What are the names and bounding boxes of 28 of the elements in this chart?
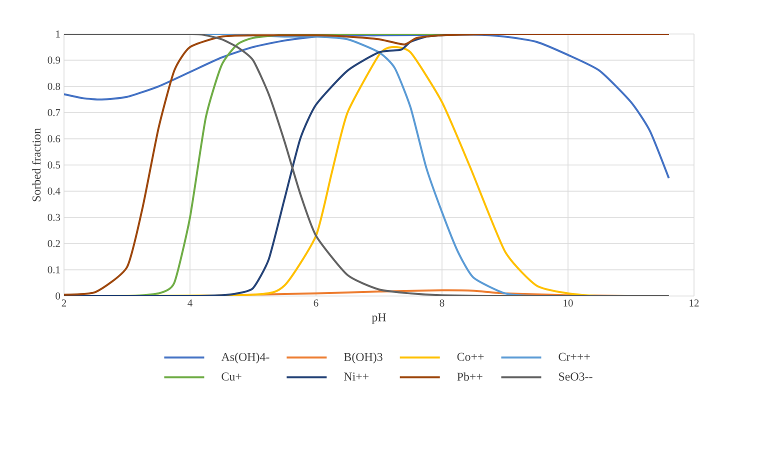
x-tick-label: 12 (690, 300, 699, 306)
legend-label: As(OH)4- (221, 352, 270, 364)
x-tick-label: 10 (564, 300, 573, 307)
line-series (64, 34, 670, 180)
x-tick-label: 8 (440, 300, 444, 307)
y-tick-label: 0.8 (48, 82, 60, 90)
legend-label: Cr+++ (558, 352, 590, 361)
y-tick-label: 0.1 (48, 266, 60, 274)
legend-label: B(OH)3 (344, 352, 382, 364)
legend-label: SeO3-- (559, 372, 592, 381)
y-tick-label: 1 (56, 30, 60, 38)
x-tick-label: 2 (62, 300, 66, 306)
y-tick-label: 0.5 (48, 161, 60, 169)
y-tick-label: 0.6 (48, 135, 60, 142)
x-axis-title: pH (372, 313, 386, 324)
legend-label: Cu+ (222, 372, 242, 381)
legend-label: Ni++ (344, 372, 369, 380)
y-tick-label: 0.2 (48, 240, 60, 248)
y-tick-label: 0.3 (48, 214, 60, 221)
x-tick-label: 6 (314, 300, 318, 307)
x-tick-label: 4 (188, 300, 192, 306)
y-tick-label: 0 (56, 292, 60, 300)
y-tick-label: 0.9 (48, 56, 60, 64)
y-tick-label: 0.4 (48, 188, 60, 195)
y-tick-label: 0.7 (48, 109, 60, 116)
legend-label: Co++ (457, 352, 484, 361)
y-axis-title: Sorbed fraction (32, 128, 41, 202)
legend-label: Pb++ (457, 372, 482, 381)
